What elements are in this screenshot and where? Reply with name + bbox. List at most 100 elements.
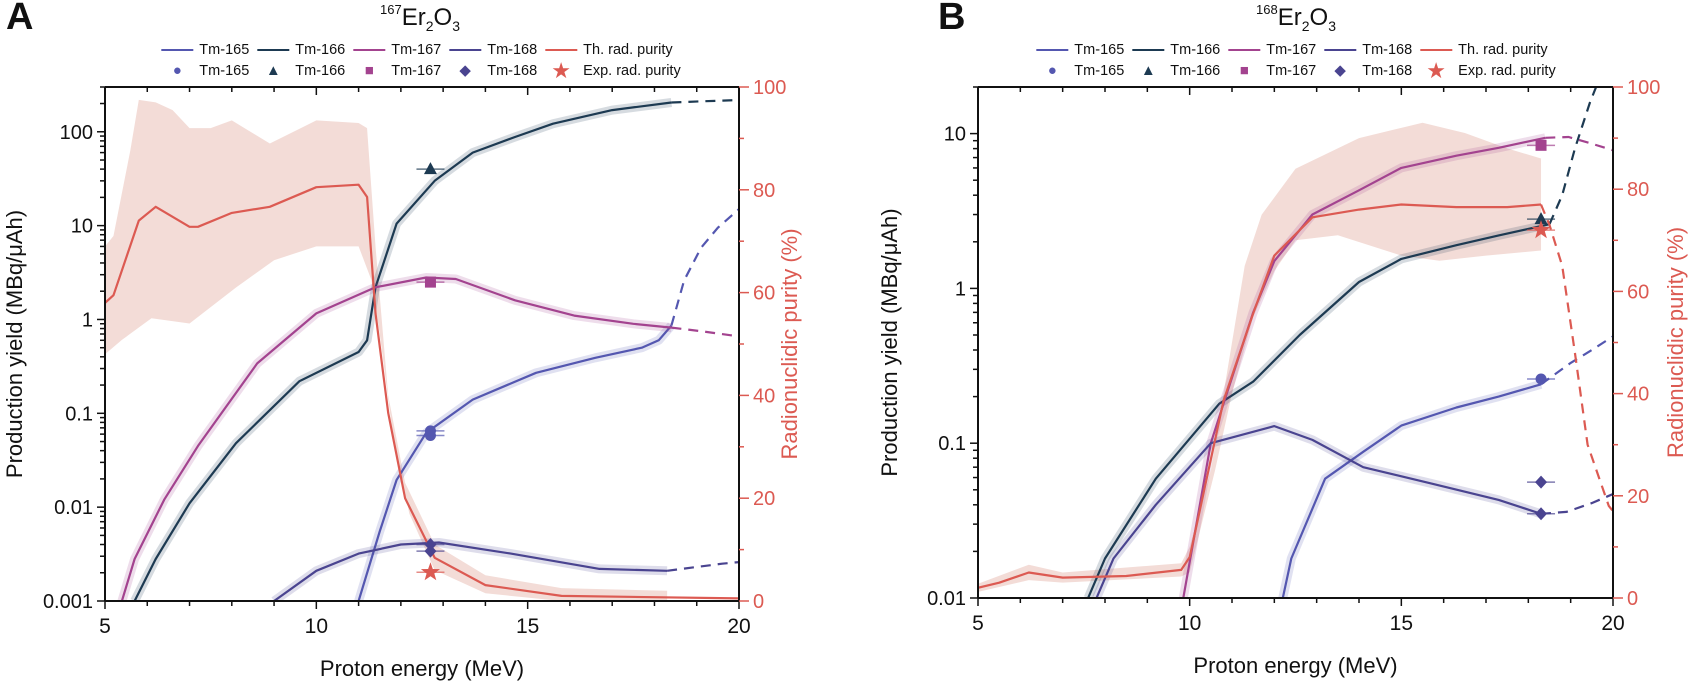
title-element: O <box>433 4 453 31</box>
y2-tick-label: 40 <box>1627 384 1649 406</box>
y-axis-label: Production yield (MBq/μAh) <box>2 210 27 478</box>
panel-a-letter: A <box>6 0 34 38</box>
legend-line-swatch <box>545 48 578 51</box>
y2-tick-label: 0 <box>753 591 764 613</box>
data-point-tm168 <box>424 544 437 558</box>
x-tick-label: 10 <box>305 615 328 638</box>
title-element: Er <box>1277 4 1302 31</box>
series-dashed-tm166 <box>1548 87 1598 225</box>
purity-uncertainty-band <box>105 99 668 601</box>
legend-line-swatch <box>1228 48 1261 51</box>
legend-item: ● Tm-165 <box>1036 62 1125 79</box>
x-tick-label: 15 <box>1390 612 1413 635</box>
legend-line-swatch <box>161 48 194 51</box>
legend-line-swatch <box>1324 48 1357 51</box>
y2-axis-label: Radionuclidic purity (%) <box>777 228 802 459</box>
legend-marker-icon: ▲ <box>1140 62 1156 79</box>
legend-markers-row: ● Tm-165 ▲ Tm-166 ■ Tm-167 ◆ Tm-168 ★ Exp. rad. p… <box>161 58 688 83</box>
legend-label: Tm-168 <box>1362 62 1413 79</box>
legend-marker-icon: ★ <box>551 58 572 83</box>
legend-item: ■ Tm-167 <box>353 62 442 79</box>
series-dashed-tm168 <box>1540 492 1613 515</box>
series-band-tm165 <box>1278 379 1543 598</box>
legend-markers-row: ● Tm-165 ▲ Tm-166 ■ Tm-167 ◆ Tm-168 ★ Exp. rad. p… <box>1036 60 1563 82</box>
legend-item: Tm-167 <box>1228 42 1316 58</box>
legend-label: Tm-167 <box>391 62 442 79</box>
y2-tick-label: 40 <box>753 385 775 407</box>
y2-tick-label: 60 <box>753 283 775 305</box>
title-subscript: 3 <box>1328 18 1336 34</box>
series-dashed-tm167 <box>671 326 739 338</box>
legend-label: Tm-165 <box>1074 62 1125 79</box>
series-line-tm168 <box>1095 425 1542 598</box>
y-tick-label: 1 <box>955 278 966 300</box>
legend-label: Tm-168 <box>487 41 538 58</box>
series-line-tm168 <box>273 541 668 601</box>
legend-label: Exp. rad. purity <box>1458 62 1556 79</box>
legend-item: Th. rad. purity <box>1420 41 1548 58</box>
y-tick-label: 0.01 <box>54 497 93 519</box>
x-tick-label: 10 <box>1178 612 1201 635</box>
series-dashed-tm167 <box>1545 135 1613 152</box>
series-dashed-tm165 <box>1540 335 1613 386</box>
x-tick-label: 15 <box>516 615 539 638</box>
panel-b-letter: B <box>938 0 966 38</box>
legend-marker-icon: ■ <box>1239 62 1249 79</box>
legend-line-swatch <box>449 48 482 51</box>
legend-line-swatch <box>257 48 290 51</box>
panel-b-legend: Tm-165 Tm-166 Tm-167 Tm-168 Th. rad. purity ●… <box>1036 39 1563 82</box>
purity-dashed <box>1539 204 1613 512</box>
legend-line-swatch <box>1036 48 1069 51</box>
legend-item: ◆ Tm-168 <box>449 63 537 79</box>
y-tick-label: 1 <box>82 309 93 331</box>
legend-item: ■ Tm-167 <box>1228 62 1317 79</box>
y-tick-label: 10 <box>71 216 93 238</box>
title-subscript: 3 <box>452 18 460 34</box>
data-point-tm166 <box>423 162 437 175</box>
legend-item: Th. rad. purity <box>545 42 673 58</box>
panel-a-plot: 5 10 15 200.0010.010.1110100020406080100Pro… <box>2 77 802 681</box>
y2-tick-label: 20 <box>753 488 775 510</box>
y2-tick-label: 0 <box>1627 588 1638 610</box>
legend-line-swatch <box>353 48 386 51</box>
plot-area <box>978 87 1613 598</box>
legend-item: Tm-165 <box>161 42 249 58</box>
x-axis-label: Proton energy (MeV) <box>1193 653 1397 678</box>
title-mass-number: 167 <box>380 2 402 17</box>
y-tick-label: 0.1 <box>65 403 93 425</box>
title-element: Er <box>401 4 426 31</box>
x-tick-label: 5 <box>99 615 111 638</box>
y-tick-label: 0.01 <box>927 588 966 610</box>
legend-item: ● Tm-165 <box>161 62 250 79</box>
x-tick-label: 20 <box>1601 612 1624 635</box>
data-point-tm167 <box>1535 139 1547 151</box>
series-line-tm165 <box>1281 383 1542 598</box>
legend-label: Tm-167 <box>1266 41 1317 58</box>
legend-item: Tm-168 <box>449 42 537 58</box>
purity-line <box>978 203 1542 589</box>
series-dashed-tm168 <box>666 561 739 572</box>
y-tick-label: 0.1 <box>938 433 966 455</box>
series-band-tm166 <box>1083 219 1551 598</box>
y2-tick-label: 100 <box>753 77 786 99</box>
legend-label: Tm-165 <box>199 62 250 79</box>
data-point-tm165 <box>424 430 436 442</box>
data-point-tm166 <box>1534 212 1548 225</box>
legend-label: Tm-165 <box>199 41 250 58</box>
series-dashed-tm166 <box>671 98 739 104</box>
panel-a-legend: Tm-165 Tm-166 Tm-167 Tm-168 Th. rad. purity ●… <box>161 39 688 83</box>
legend-label: Tm-167 <box>391 41 442 58</box>
legend-line-swatch <box>1132 48 1165 51</box>
data-point-tm165 <box>1535 373 1547 385</box>
legend-label: Tm-165 <box>1074 41 1125 58</box>
plot-area <box>105 98 739 601</box>
y-tick-label: 100 <box>60 122 93 144</box>
data-point-tm168 <box>424 537 437 551</box>
legend-label: Tm-166 <box>1170 41 1221 58</box>
legend-item: ▲ Tm-166 <box>257 63 345 79</box>
series-dashed-tm165 <box>670 208 739 326</box>
legend-label: Tm-167 <box>1266 62 1317 79</box>
legend-label: Th. rad. purity <box>1458 41 1548 58</box>
